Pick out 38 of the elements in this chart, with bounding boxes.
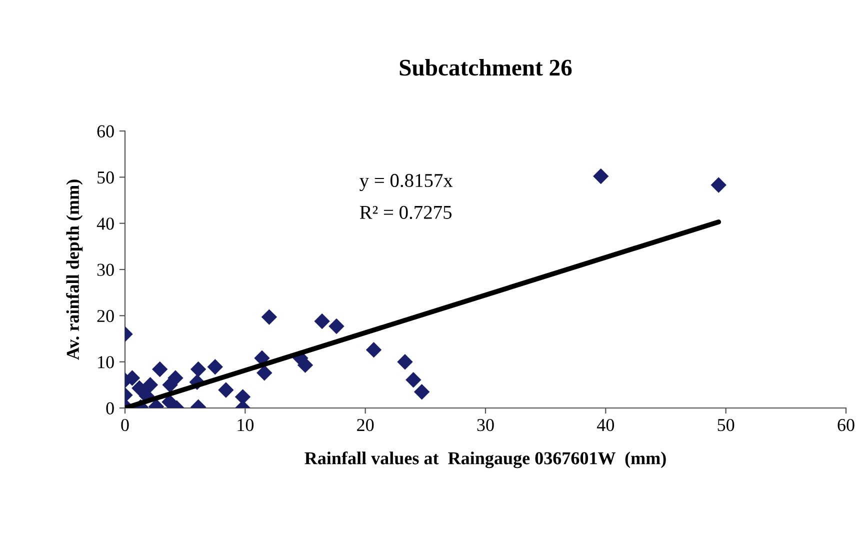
- x-tick-label: 30: [477, 418, 494, 432]
- y-tick-label: 40: [96, 218, 114, 230]
- point: [593, 168, 608, 184]
- x-axis-title: Rainfall values at Raingauge 0367601W (mm): [304, 451, 666, 468]
- y-tick-label: 10: [98, 356, 114, 368]
- point: [406, 372, 421, 388]
- x-tick-label: 50: [718, 418, 734, 432]
- x-tick-label: 60: [838, 418, 854, 432]
- point: [190, 362, 206, 377]
- point: [328, 318, 344, 334]
- annotation: y = 0.8157x: [360, 174, 453, 192]
- x-tick-label: 10: [238, 418, 254, 432]
- point: [162, 377, 178, 392]
- point: [314, 314, 330, 329]
- point: [152, 362, 168, 377]
- point: [366, 342, 382, 358]
- point: [262, 309, 277, 325]
- y-tick-label: 60: [97, 125, 114, 138]
- point: [256, 365, 272, 380]
- point: [397, 354, 413, 370]
- point: [711, 177, 726, 193]
- y-axis-title: Av. rainfall depth (mm): [66, 180, 83, 360]
- point: [218, 382, 234, 398]
- y-tick-label: 0: [106, 402, 114, 414]
- y-tick-label: 20: [97, 310, 114, 322]
- annotation: R² = 0.7275: [360, 206, 452, 220]
- x-tick-label: 20: [357, 418, 374, 432]
- point: [414, 384, 430, 400]
- x-tick-label: 0: [121, 418, 129, 432]
- point: [235, 389, 250, 404]
- chart-title: Subcatchment 26: [400, 59, 572, 76]
- point: [208, 359, 223, 374]
- point: [298, 357, 313, 373]
- point: [132, 380, 147, 396]
- y-tick-label: 50: [98, 171, 114, 184]
- x-tick-label: 40: [596, 418, 614, 432]
- point: [142, 377, 158, 392]
- y-tick-label: 30: [97, 264, 114, 276]
